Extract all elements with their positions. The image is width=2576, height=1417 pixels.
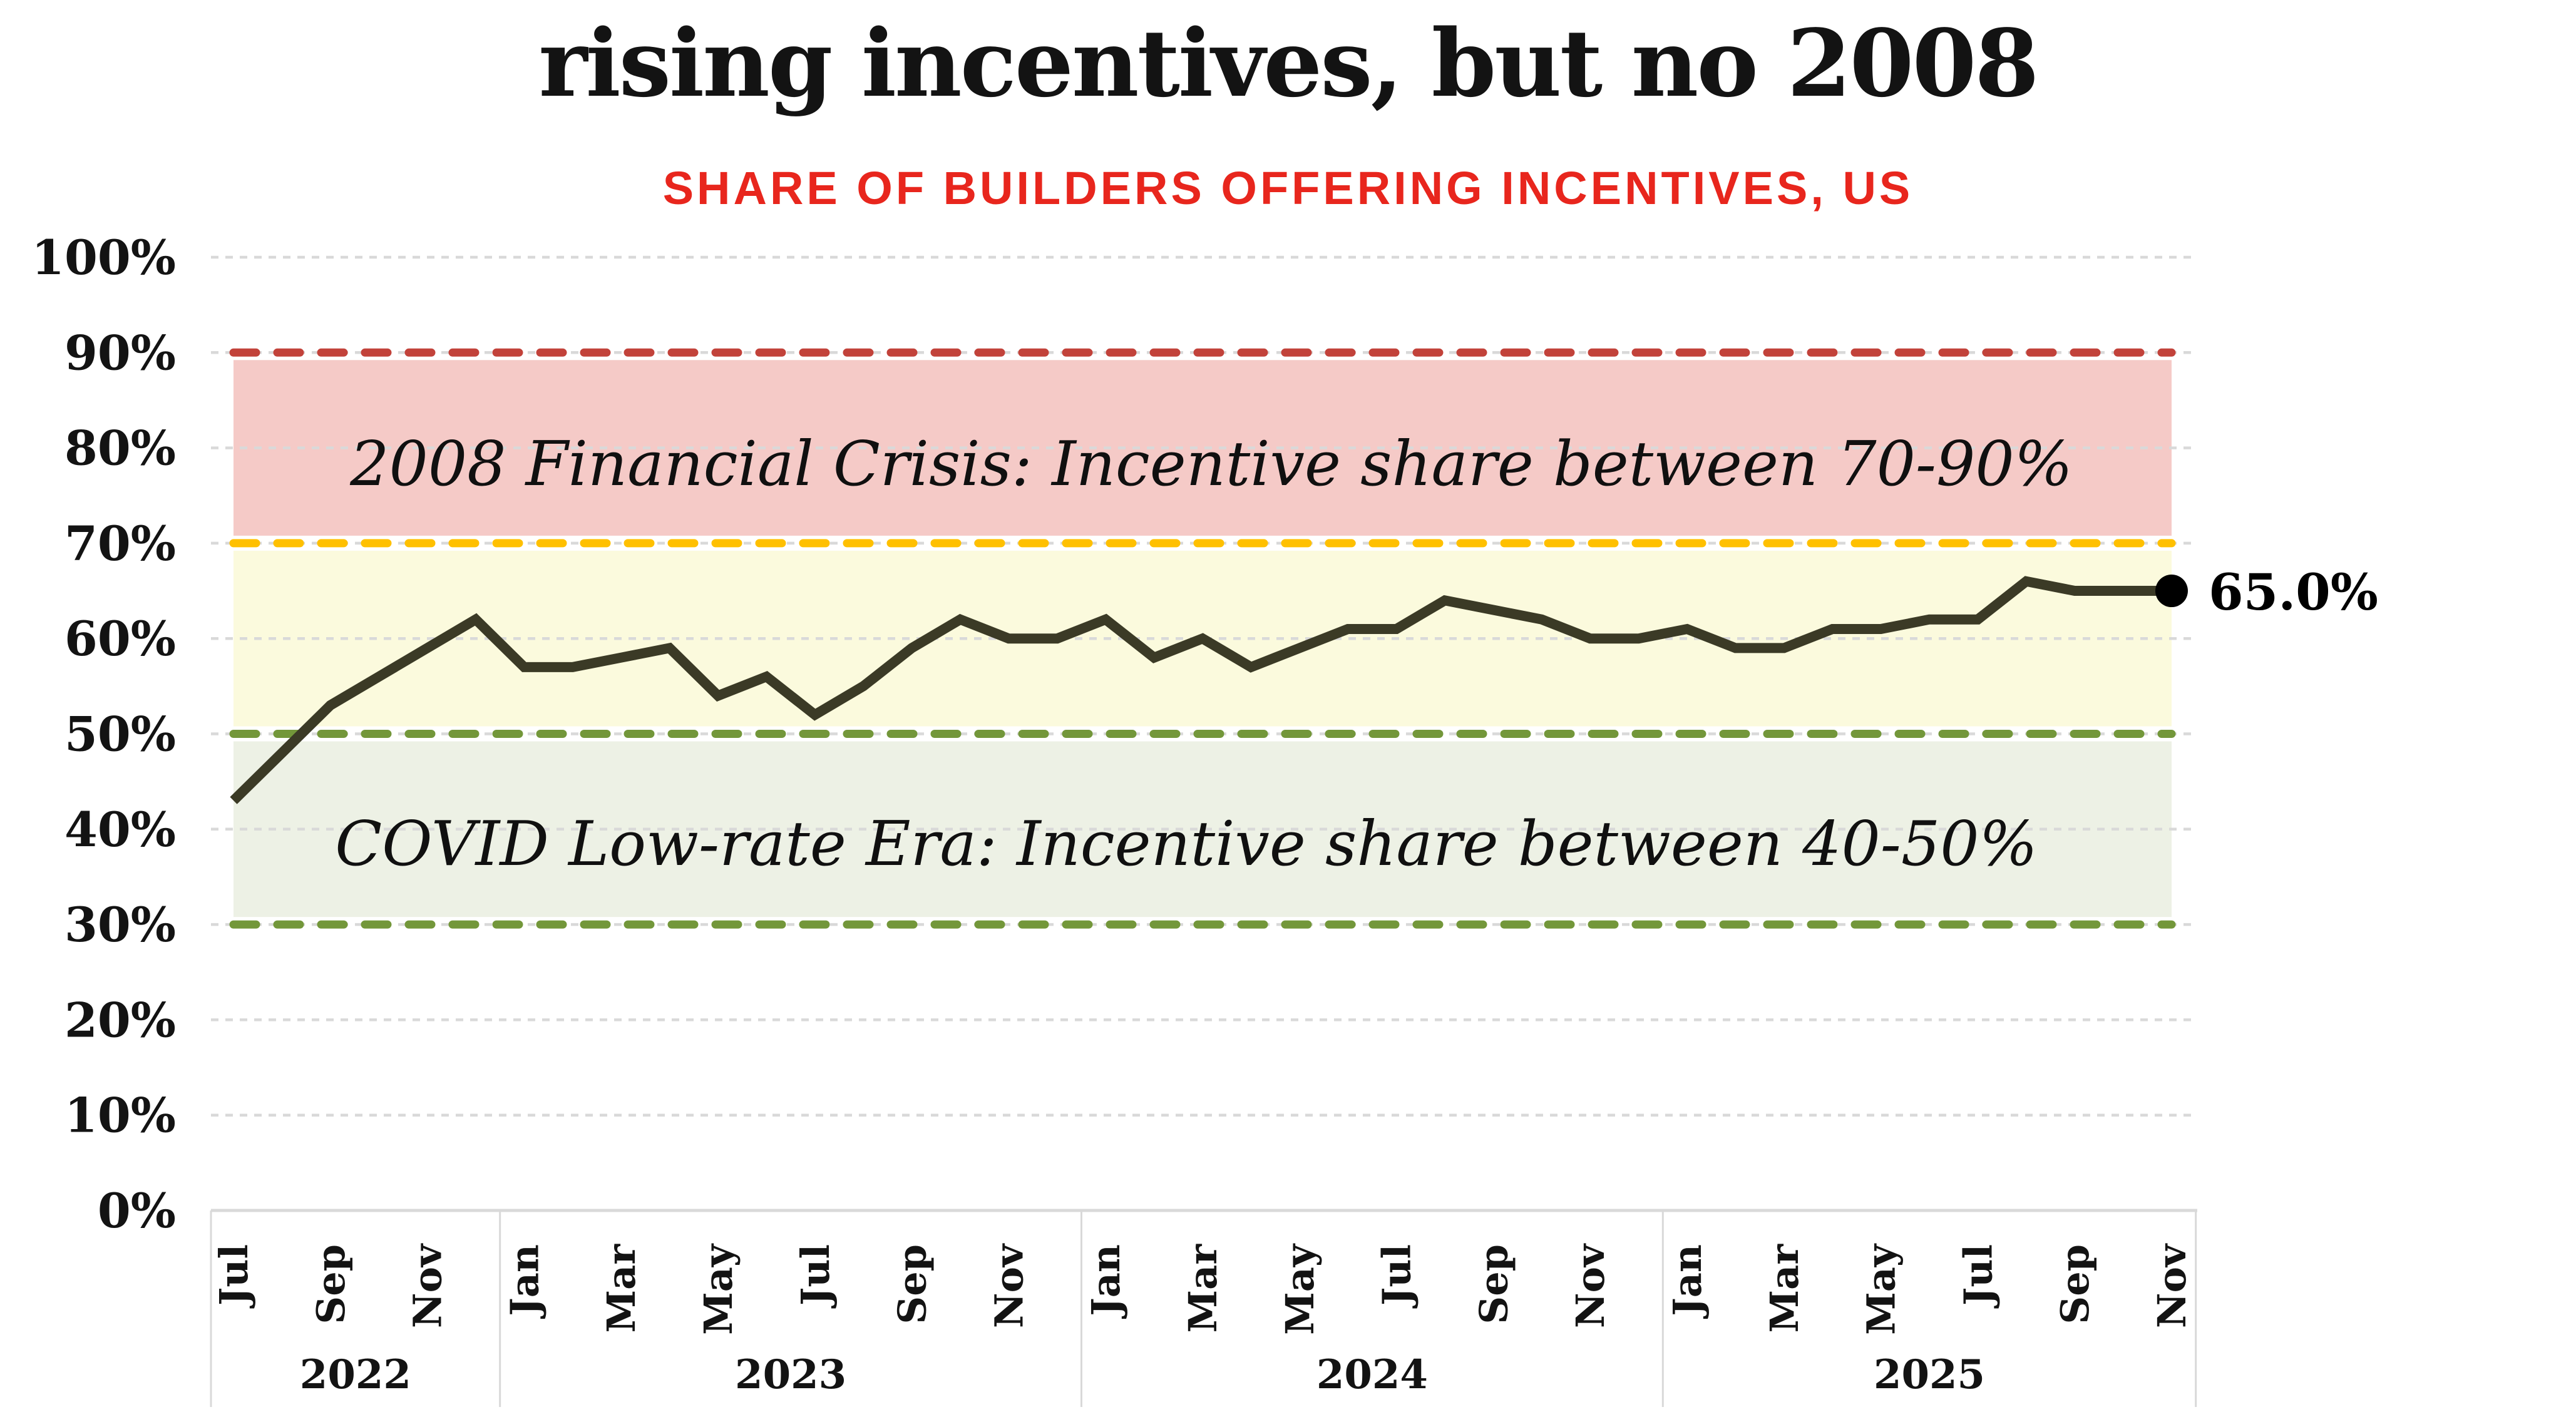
x-tick-Sep-2: Sep (308, 1244, 354, 1324)
annotation-covid-era: COVID Low-rate Era: Incentive share betw… (335, 809, 2038, 880)
x-tick-Jan-30: Jan (1665, 1244, 1710, 1319)
x-tick-Jul-0: Jul (211, 1244, 257, 1309)
x-tick-Sep-14: Sep (890, 1244, 935, 1324)
incentives-series-line (230, 576, 2172, 804)
year-label-2024: 2024 (1316, 1351, 1428, 1398)
x-tick-Jul-12: Jul (793, 1244, 838, 1309)
x-tick-Jul-36: Jul (1955, 1244, 2001, 1309)
x-tick-Nov-16: Nov (986, 1243, 1032, 1328)
x-tick-Nov-4: Nov (405, 1243, 451, 1328)
last-point-dot (2155, 575, 2188, 608)
x-tick-Nov-28: Nov (1568, 1243, 1613, 1328)
x-tick-May-34: May (1859, 1243, 1904, 1335)
last-value-label: 65.0% (2209, 563, 2378, 622)
y-tick-20%: 20% (64, 992, 176, 1048)
year-separators (210, 1210, 2197, 1407)
x-tick-May-22: May (1277, 1243, 1323, 1335)
y-tick-40%: 40% (64, 802, 176, 857)
series (230, 575, 2188, 804)
x-tick-labels: Jul Sep Nov Jan Mar May Jul Sep Nov Jan Mar May Jul S… (211, 1243, 2195, 1335)
x-tick-Mar-20: Mar (1180, 1244, 1226, 1333)
y-tick-80%: 80% (64, 421, 176, 476)
y-tick-30%: 30% (64, 897, 176, 953)
year-label-2022: 2022 (300, 1351, 411, 1398)
threshold-lines (229, 348, 2176, 929)
x-tick-Mar-8: Mar (598, 1244, 644, 1333)
x-tick-Jan-18: Jan (1083, 1244, 1129, 1319)
y-tick-70%: 70% (64, 516, 176, 571)
x-tick-Mar-32: Mar (1762, 1244, 1807, 1333)
y-tick-60%: 60% (64, 611, 176, 667)
year-label-2023: 2023 (735, 1351, 846, 1398)
y-tick-50%: 50% (64, 707, 176, 762)
year-label-2025: 2025 (1874, 1351, 1985, 1398)
x-tick-Nov-40: Nov (2149, 1243, 2195, 1328)
page-title: rising incentives, but no 2008 (538, 9, 2040, 118)
x-tick-Jan-6: Jan (501, 1244, 547, 1319)
y-tick-10%: 10% (64, 1088, 176, 1143)
x-tick-Sep-38: Sep (2052, 1244, 2098, 1324)
y-tick-100%: 100% (31, 230, 176, 285)
x-tick-May-10: May (695, 1243, 741, 1335)
year-labels: 2022 2023 2024 2025 (300, 1351, 1985, 1398)
annotation-2008-crisis: 2008 Financial Crisis: Incentive share b… (350, 429, 2073, 500)
gridlines (211, 255, 2197, 1212)
y-tick-labels: 0% 10% 20% 30% 40% 50% 60% 70% 80% 90% 100% (31, 230, 176, 1239)
y-tick-90%: 90% (64, 325, 176, 381)
chart-subtitle: SHARE OF BUILDERS OFFERING INCENTIVES, U… (662, 162, 1914, 214)
x-tick-Sep-26: Sep (1470, 1244, 1516, 1324)
y-tick-0%: 0% (98, 1183, 176, 1239)
x-tick-Jul-24: Jul (1374, 1244, 1420, 1309)
